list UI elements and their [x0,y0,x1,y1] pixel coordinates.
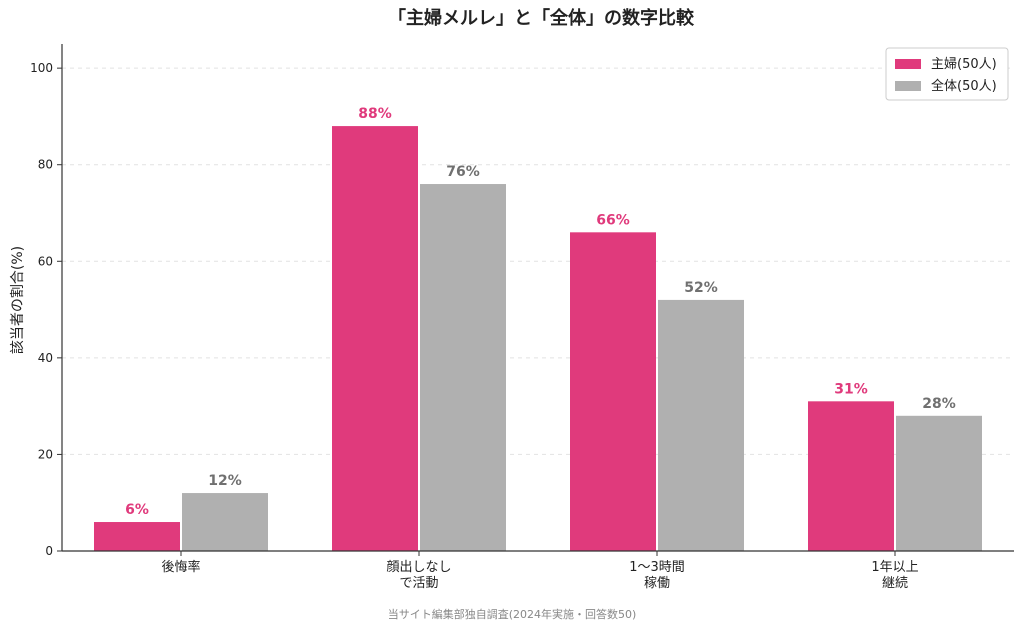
y-axis-ticks: 0 20 40 60 80 100 [30,61,62,558]
chart-title: 「主婦メルレ」と「全体」の数字比較 [388,7,695,29]
value-label-shufu: 31% [834,381,868,397]
category-label: 後悔率 [161,559,200,575]
y-tick-label: 0 [45,544,53,558]
category-label: 1年以上 [871,560,918,575]
bar-zentai [420,184,506,551]
bars [94,126,982,552]
bar-zentai [896,415,982,551]
y-tick-label: 20 [38,447,53,461]
bar-shufu [570,232,656,552]
legend-label-shufu: 主婦(50人) [931,56,997,72]
y-tick-label: 60 [38,254,53,268]
value-label-shufu: 88% [358,106,392,122]
value-labels: 6% 12% 88% 76% 66% 52% 31% 28% [125,106,956,518]
category-label: 顔出しなし [386,560,451,575]
source-note: 当サイト編集部独自調査(2024年実施・回答数50) [388,607,637,621]
category-label: で活動 [399,576,438,591]
bar-zentai [658,299,744,551]
legend-swatch-shufu [895,59,921,69]
y-tick-label: 80 [38,158,53,172]
y-tick-label: 40 [38,351,53,365]
category-label: 稼働 [644,576,670,591]
bar-zentai [182,493,268,551]
category-label: 1〜3時間 [629,560,685,575]
category-label: 継続 [882,576,908,591]
bar-shufu [808,401,894,551]
bar-shufu [94,522,180,551]
legend: 主婦(50人) 全体(50人) [885,47,1009,101]
legend-swatch-zentai [895,81,921,91]
value-label-zentai: 76% [446,164,480,180]
legend-label-zentai: 全体(50人) [931,78,997,94]
bar-shufu [332,126,418,551]
gridlines [62,67,1014,455]
value-label-zentai: 28% [922,396,956,412]
y-tick-label: 100 [30,61,53,75]
value-label-zentai: 52% [684,280,718,296]
value-label-shufu: 6% [125,502,149,518]
y-axis-label: 該当者の割合(%) [9,246,26,354]
value-label-zentai: 12% [208,473,242,489]
value-label-shufu: 66% [596,212,630,228]
